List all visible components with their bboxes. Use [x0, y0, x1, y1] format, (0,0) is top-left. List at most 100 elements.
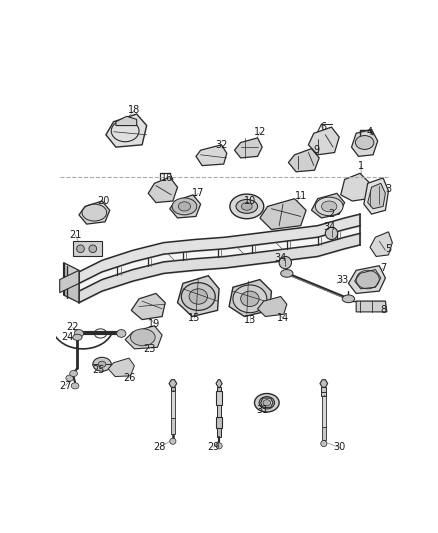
Text: 7: 7 [380, 263, 386, 273]
Bar [171, 418, 175, 433]
Text: 9: 9 [313, 145, 319, 155]
Polygon shape [79, 201, 110, 224]
Ellipse shape [89, 245, 97, 253]
Bar [73, 241, 102, 256]
Polygon shape [64, 276, 79, 303]
Text: 28: 28 [154, 442, 166, 453]
Text: 12: 12 [254, 127, 266, 137]
Polygon shape [177, 276, 219, 317]
Bar [217, 387, 221, 391]
Text: 10: 10 [244, 196, 256, 206]
Polygon shape [261, 398, 273, 407]
Bar [216, 391, 222, 405]
Text: 11: 11 [295, 191, 307, 201]
Text: 26: 26 [123, 373, 135, 383]
Polygon shape [288, 149, 319, 172]
Ellipse shape [181, 282, 215, 310]
Ellipse shape [73, 334, 82, 341]
Bar [321, 387, 326, 392]
Text: 14: 14 [277, 313, 289, 323]
Polygon shape [108, 358, 134, 377]
Ellipse shape [342, 295, 355, 303]
Ellipse shape [93, 357, 111, 371]
Ellipse shape [77, 245, 85, 253]
Text: 17: 17 [192, 188, 205, 198]
Text: 15: 15 [188, 313, 201, 323]
Text: 13: 13 [244, 314, 256, 325]
Ellipse shape [70, 370, 78, 377]
Polygon shape [64, 263, 79, 284]
Bar [217, 405, 221, 417]
Polygon shape [60, 270, 79, 293]
Polygon shape [170, 195, 201, 218]
Polygon shape [341, 173, 370, 201]
Ellipse shape [254, 393, 279, 412]
Bar [322, 426, 326, 440]
Ellipse shape [98, 361, 106, 367]
Text: 19: 19 [148, 319, 161, 329]
Polygon shape [352, 130, 378, 156]
Polygon shape [234, 138, 262, 158]
Polygon shape [216, 379, 222, 387]
Polygon shape [116, 116, 137, 126]
Ellipse shape [117, 329, 126, 337]
Polygon shape [169, 379, 177, 387]
Bar [321, 392, 326, 396]
Text: 32: 32 [215, 140, 228, 150]
Ellipse shape [236, 199, 258, 213]
Polygon shape [349, 265, 385, 294]
Ellipse shape [355, 135, 374, 149]
Text: 24: 24 [61, 332, 74, 342]
Ellipse shape [315, 197, 343, 216]
Text: 30: 30 [333, 442, 345, 453]
Text: 33: 33 [336, 274, 348, 285]
Ellipse shape [233, 285, 267, 313]
Ellipse shape [172, 198, 197, 215]
Text: 1: 1 [358, 161, 364, 172]
Text: 25: 25 [92, 366, 104, 375]
Ellipse shape [170, 438, 176, 445]
Ellipse shape [131, 329, 155, 346]
Polygon shape [308, 127, 339, 155]
Bar [216, 417, 222, 428]
Ellipse shape [178, 202, 191, 211]
Text: 8: 8 [380, 305, 386, 316]
Polygon shape [311, 193, 345, 218]
Ellipse shape [281, 270, 293, 277]
Ellipse shape [66, 375, 74, 381]
Polygon shape [260, 199, 306, 230]
Polygon shape [370, 232, 392, 256]
Polygon shape [356, 301, 387, 312]
Text: 16: 16 [161, 173, 173, 183]
Text: 31: 31 [256, 406, 268, 415]
Ellipse shape [71, 383, 79, 389]
Polygon shape [125, 326, 162, 349]
Text: 27: 27 [59, 381, 71, 391]
Ellipse shape [325, 227, 338, 239]
Ellipse shape [321, 440, 327, 447]
Text: 23: 23 [144, 344, 156, 354]
Text: 21: 21 [69, 230, 81, 240]
Polygon shape [131, 294, 165, 320]
Bar [217, 428, 221, 438]
Text: 4: 4 [367, 127, 373, 137]
Polygon shape [229, 280, 272, 317]
Bar [171, 391, 175, 418]
Polygon shape [367, 183, 385, 209]
Ellipse shape [74, 329, 84, 337]
Ellipse shape [259, 397, 275, 409]
Polygon shape [364, 178, 389, 214]
Text: 6: 6 [321, 122, 327, 132]
Ellipse shape [240, 291, 259, 306]
Bar [322, 396, 326, 426]
Ellipse shape [230, 194, 264, 219]
Polygon shape [355, 270, 381, 289]
Text: 29: 29 [208, 442, 220, 453]
Text: 22: 22 [67, 322, 79, 332]
Ellipse shape [241, 203, 252, 210]
Text: 34: 34 [323, 222, 336, 232]
Text: 2: 2 [328, 209, 335, 219]
Polygon shape [106, 114, 147, 147]
Ellipse shape [189, 289, 208, 304]
Text: 3: 3 [385, 184, 392, 193]
